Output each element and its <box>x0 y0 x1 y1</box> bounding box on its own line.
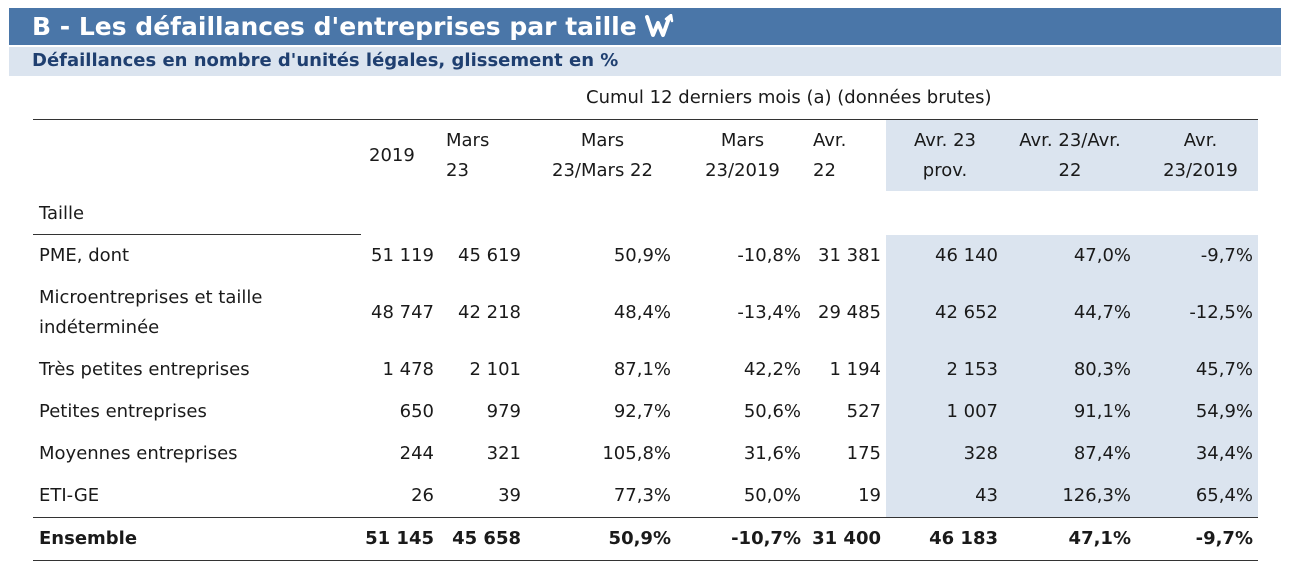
subtitle-bar: Défaillances en nombre d'unités légales,… <box>9 47 1281 76</box>
col-header-avr22-l2: 22 <box>813 160 836 181</box>
cell-value: 54,9% <box>1195 401 1253 422</box>
total-value: 45 658 <box>452 528 521 549</box>
cell-value: 50,9% <box>613 245 671 266</box>
cell-value: 31 381 <box>818 245 881 266</box>
cell-value: 42,2% <box>743 359 801 380</box>
shaded-columns-body <box>886 235 1258 517</box>
cell-value: 87,4% <box>1073 443 1131 464</box>
total-value: -9,7% <box>1195 528 1253 549</box>
cell-value: 92,7% <box>613 401 671 422</box>
cell-value: 48 747 <box>371 302 434 323</box>
cell-value: 42 218 <box>458 302 521 323</box>
cell-value: 47,0% <box>1073 245 1131 266</box>
cell-value: 1 478 <box>382 359 434 380</box>
col-header-mars-2019-l1: Mars <box>720 130 765 151</box>
cell-value: 321 <box>486 443 521 464</box>
total-value: 47,1% <box>1068 528 1131 549</box>
col-header-avr22-l1: Avr. <box>813 130 847 151</box>
cell-value: -9,7% <box>1200 245 1253 266</box>
total-value: -10,7% <box>731 528 801 549</box>
cell-value: -13,4% <box>737 302 801 323</box>
cell-value: 50,6% <box>743 401 801 422</box>
cell-value: 29 485 <box>818 302 881 323</box>
shaded-columns-header <box>886 120 1258 191</box>
cell-value: 650 <box>399 401 434 422</box>
cell-value: 26 <box>411 485 434 506</box>
col-header-avr-avr22-l2: 22 <box>1058 160 1082 181</box>
cell-value: 77,3% <box>613 485 671 506</box>
col-header-mars-2019-l2: 23/2019 <box>705 160 780 181</box>
col-header-mars23-l1: Mars <box>446 130 490 151</box>
cell-value: 65,4% <box>1195 485 1253 506</box>
row-label: Microentreprises et taille <box>39 287 263 308</box>
top-rule <box>33 119 1258 120</box>
col-header-2019: 2019 <box>369 145 415 166</box>
row-label: ETI-GE <box>39 485 100 506</box>
cell-value: 2 101 <box>469 359 521 380</box>
col-header-mars-mars22-l2: 23/Mars 22 <box>552 160 653 181</box>
cell-value: 91,1% <box>1073 401 1131 422</box>
title-bar: B - Les défaillances d'entreprises par t… <box>9 8 1281 45</box>
cell-value: 126,3% <box>1062 485 1131 506</box>
section-label: Taille <box>39 203 85 224</box>
cell-value: 39 <box>498 485 521 506</box>
cell-value: 42 652 <box>935 302 998 323</box>
cell-value: 1 194 <box>829 359 881 380</box>
row-label-line2: indéterminée <box>39 317 160 338</box>
cell-value: 44,7% <box>1073 302 1131 323</box>
col-header-mars23-l2: 23 <box>446 160 469 181</box>
cell-value: 51 119 <box>371 245 434 266</box>
col-header-avr-avr22-l1: Avr. 23/Avr. <box>1019 130 1121 151</box>
cell-value: 105,8% <box>602 443 671 464</box>
col-header-mars-mars22-l1: Mars <box>580 130 625 151</box>
cell-value: 45 619 <box>458 245 521 266</box>
total-rule <box>33 517 1258 518</box>
group-header: Cumul 12 derniers mois (a) (données brut… <box>586 87 992 108</box>
subtitle: Défaillances en nombre d'unités légales,… <box>32 50 619 71</box>
cell-value: 43 <box>975 485 998 506</box>
cell-value: -10,8% <box>737 245 801 266</box>
total-value: 46 183 <box>929 528 998 549</box>
col-header-avr-2019-l2: 23/2019 <box>1163 160 1238 181</box>
page-title-text: B - Les défaillances d'entreprises par t… <box>32 12 637 41</box>
row-label: Petites entreprises <box>39 401 207 422</box>
cell-value: 2 153 <box>946 359 998 380</box>
row-label: PME, dont <box>39 245 130 266</box>
cell-value: 244 <box>399 443 434 464</box>
page-title: B - Les défaillances d'entreprises par t… <box>32 12 675 45</box>
row-label: Moyennes entreprises <box>39 443 238 464</box>
cell-value: -12,5% <box>1189 302 1253 323</box>
cell-value: 1 007 <box>946 401 998 422</box>
cell-value: 34,4% <box>1195 443 1253 464</box>
cell-value: 87,1% <box>613 359 671 380</box>
cell-value: 328 <box>963 443 998 464</box>
row-label: Très petites entreprises <box>39 359 250 380</box>
col-header-avr-2019-l1: Avr. <box>1183 130 1218 151</box>
bottom-rule <box>33 560 1258 561</box>
total-value: 50,9% <box>608 528 671 549</box>
total-value: 51 145 <box>365 528 434 549</box>
total-value: 31 400 <box>812 528 881 549</box>
cell-value: 50,0% <box>743 485 801 506</box>
cell-value: 46 140 <box>935 245 998 266</box>
col-header-avr23-prov-l2: prov. <box>922 160 968 181</box>
cell-value: 31,6% <box>743 443 801 464</box>
cell-value: 19 <box>858 485 881 506</box>
col-header-avr23-prov-l1: Avr. 23 <box>913 130 976 151</box>
cell-value: 80,3% <box>1073 359 1131 380</box>
cell-value: 175 <box>846 443 881 464</box>
w-arrow-icon <box>644 13 675 45</box>
cell-value: 48,4% <box>613 302 671 323</box>
cell-value: 527 <box>846 401 881 422</box>
cell-value: 979 <box>486 401 521 422</box>
total-row-label: Ensemble <box>39 528 138 549</box>
label-rule <box>33 234 361 235</box>
cell-value: 45,7% <box>1195 359 1253 380</box>
